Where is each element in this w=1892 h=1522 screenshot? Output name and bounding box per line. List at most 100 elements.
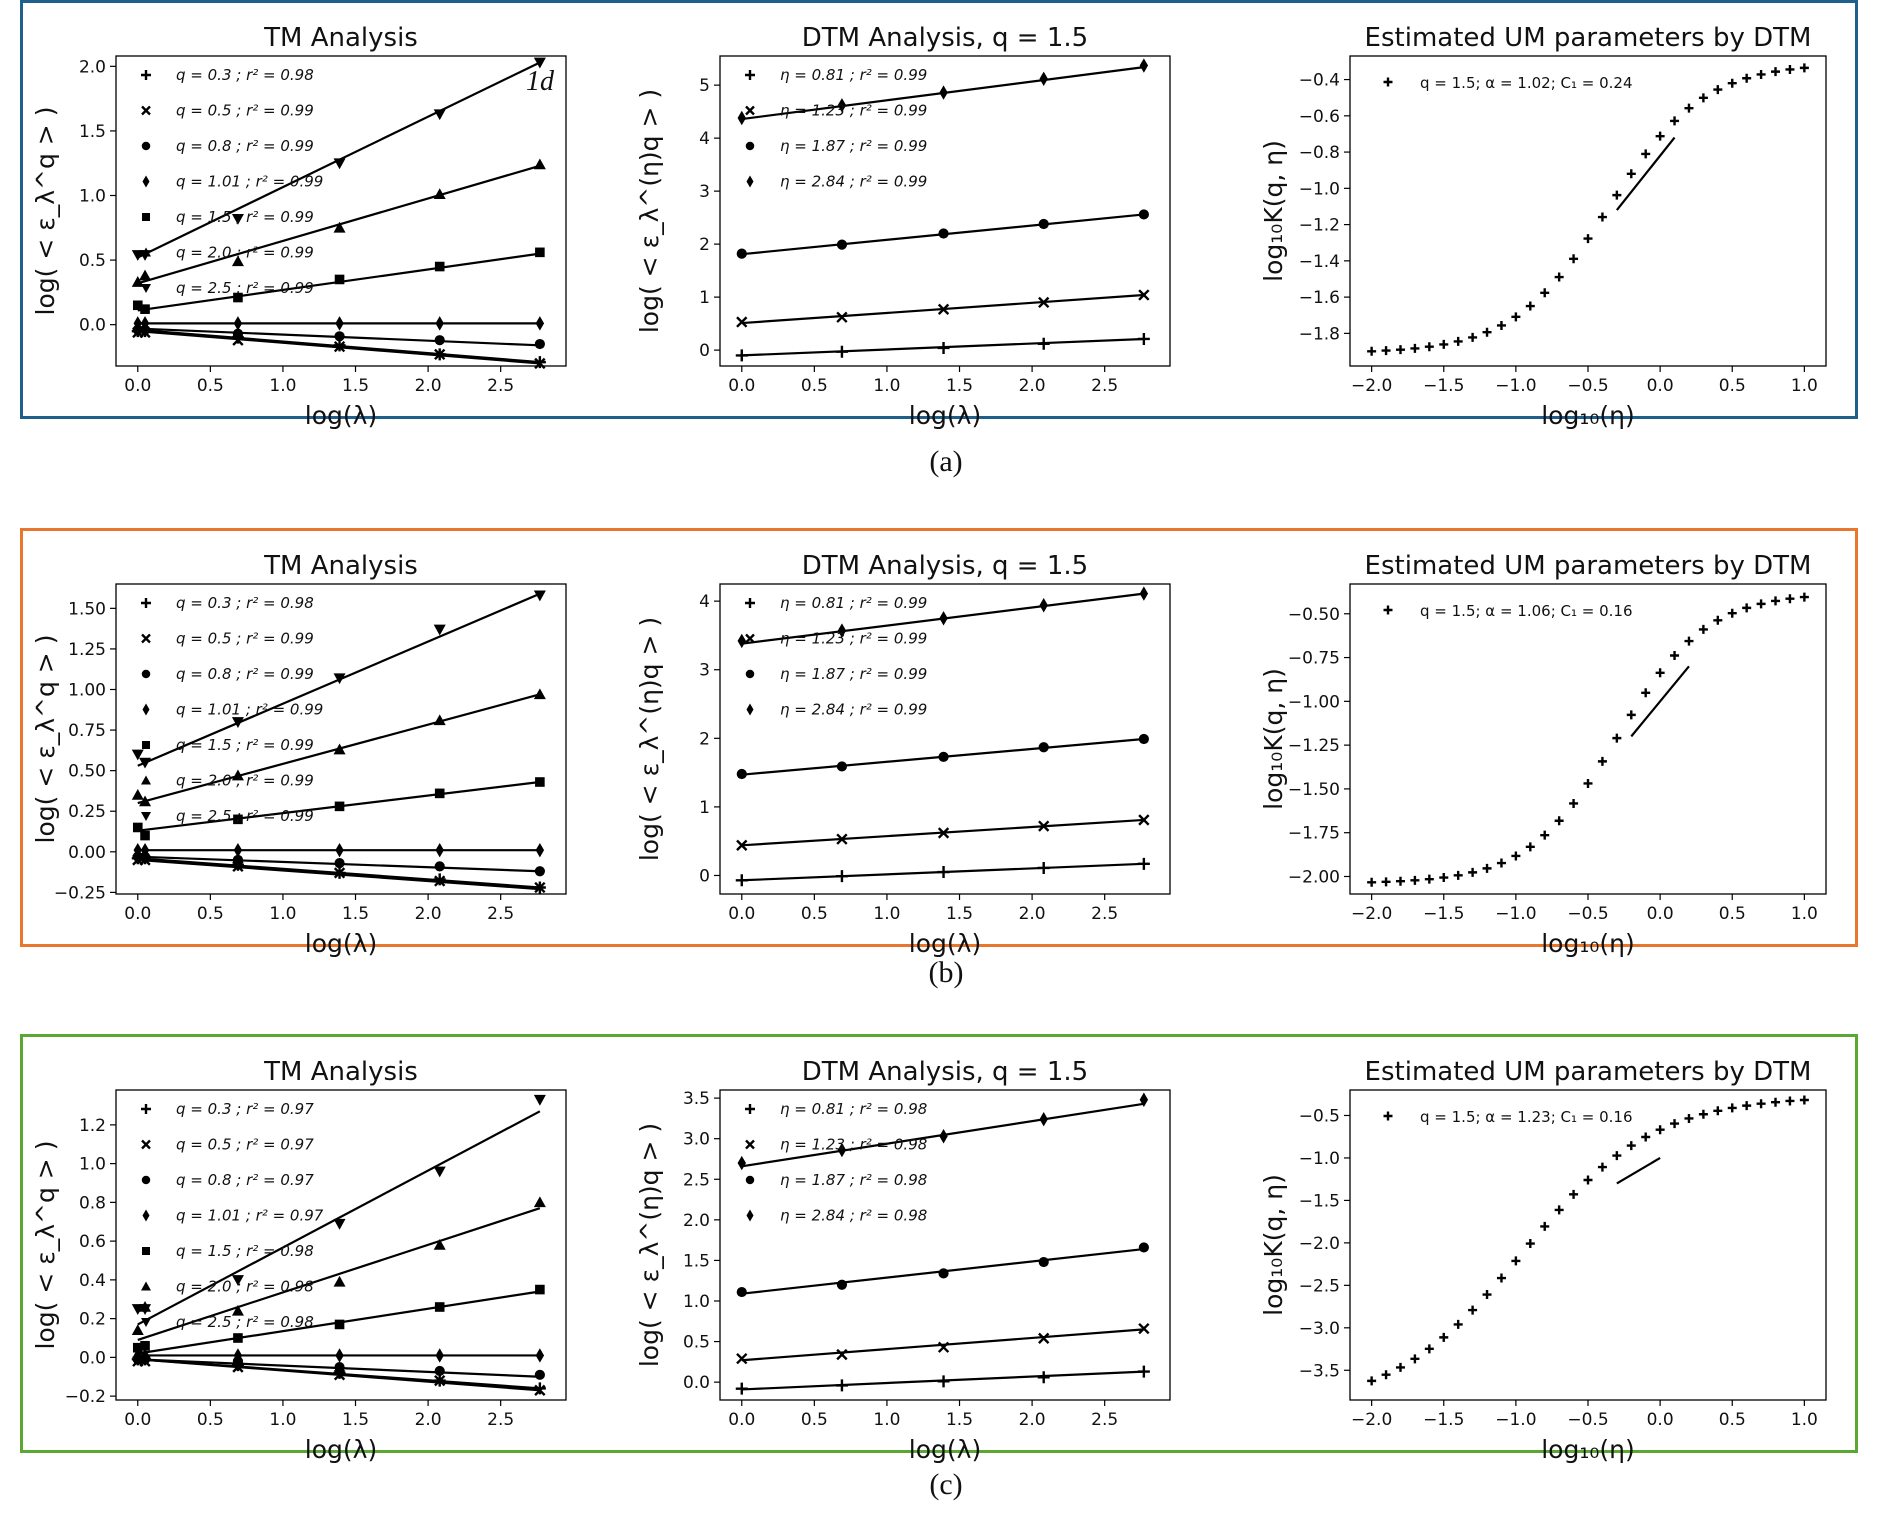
y-tick-label: −0.2 <box>65 1387 106 1407</box>
data-point <box>133 842 142 858</box>
data-point <box>231 769 244 781</box>
y-tick-label: 0.0 <box>683 1373 710 1393</box>
data-point <box>434 875 446 887</box>
y-tick-label: 0 <box>699 341 710 361</box>
y-axis-label: log( < ε_λ^(η)q > ) <box>635 1123 664 1367</box>
x-tick-label: 1.5 <box>342 904 369 924</box>
data-point <box>140 830 150 841</box>
data-point <box>131 276 144 287</box>
axes-frame <box>115 55 567 367</box>
data-point <box>1138 209 1149 220</box>
fit-segment <box>1630 665 1690 738</box>
legend-entry: q = 1.5; α = 1.02; C₁ = 0.24 <box>1420 74 1633 92</box>
data-point <box>1038 296 1050 309</box>
x-tick-label: −0.5 <box>1567 1410 1608 1430</box>
x-tick-label: 2.0 <box>1019 904 1046 924</box>
legend-marker <box>745 669 755 679</box>
axes-frame <box>1349 1089 1827 1401</box>
curve-point <box>1597 756 1607 766</box>
data-point <box>233 316 243 331</box>
legend-entry: q = 2.0 ; r² = 0.99 <box>176 244 314 262</box>
data-point <box>335 316 344 331</box>
chart-2-1: DTM Analysis, q = 1.5 0.0 0.5 1.0 1.5 2.0 2.5 0… <box>635 1057 1171 1464</box>
legend-entry: q = 0.8 ; r² = 0.99 <box>176 665 314 683</box>
data-point <box>1139 586 1149 601</box>
y-tick-label: −2.5 <box>1299 1276 1340 1296</box>
data-point <box>836 239 848 250</box>
data-point <box>232 328 244 339</box>
curve-point <box>1511 851 1521 861</box>
data-point <box>233 842 243 858</box>
curve-point <box>1381 1370 1391 1380</box>
data-point <box>140 304 150 314</box>
chart-title: Estimated UM parameters by DTM <box>1365 1057 1812 1087</box>
y-tick-label: −1.4 <box>1299 252 1340 272</box>
data-point <box>333 1275 346 1287</box>
y-tick-label: 1.50 <box>68 599 106 619</box>
legend-marker <box>141 141 151 151</box>
panel-b-frame <box>20 528 1858 947</box>
x-axis-label: log(λ) <box>909 929 981 958</box>
x-tick-label: 0.0 <box>124 376 151 396</box>
data-point <box>1137 857 1150 870</box>
data-point <box>1038 820 1050 832</box>
y-tick-label: 2 <box>699 729 710 749</box>
data-point <box>937 827 950 839</box>
data-point <box>131 1324 144 1336</box>
x-tick-label: 1.5 <box>946 1410 973 1430</box>
data-point <box>435 842 444 858</box>
y-axis-label: log₁₀K(q, η) <box>1259 1174 1288 1316</box>
data-point <box>533 688 546 700</box>
data-point <box>736 316 748 328</box>
data-point <box>334 801 345 812</box>
curve-point <box>1626 169 1636 179</box>
curve-point <box>1525 1239 1535 1249</box>
curve-point <box>1597 1162 1607 1172</box>
y-tick-label: −1.5 <box>1299 1191 1340 1211</box>
data-point <box>535 777 545 787</box>
chart-2-0: TM Analysis 0.0 0.5 1.0 1.5 2.0 2.5 −0.2 0.0 0.2 0… <box>31 1057 567 1464</box>
data-point <box>334 331 345 342</box>
data-point <box>334 274 345 285</box>
x-tick-label: 2.5 <box>487 904 514 924</box>
data-point <box>1039 598 1048 613</box>
data-point <box>836 1279 848 1290</box>
legend-entry: η = 1.87 ; r² = 0.99 <box>780 665 927 683</box>
legend-marker <box>141 1281 151 1291</box>
data-point <box>335 842 344 858</box>
y-tick-label: 0.00 <box>68 843 106 863</box>
legend-marker <box>142 741 150 749</box>
curve-point <box>1799 63 1809 73</box>
data-point <box>333 867 346 879</box>
y-axis-label: log₁₀K(q, η) <box>1259 140 1288 282</box>
x-tick-label: 0.5 <box>801 904 828 924</box>
legend-marker <box>746 1209 754 1222</box>
legend-entry: q = 1.5 ; r² = 0.98 <box>176 1242 314 1260</box>
data-point <box>938 228 949 239</box>
y-tick-label: −0.25 <box>54 883 106 903</box>
y-tick-label: 3 <box>699 661 710 681</box>
axes-frame <box>1349 583 1827 895</box>
legend-entry: q = 0.8 ; r² = 0.97 <box>176 1171 314 1189</box>
data-point <box>434 348 446 361</box>
axes-frame <box>719 55 1171 367</box>
panel-a-label: (a) <box>929 445 963 478</box>
y-tick-label: 1.0 <box>79 187 106 207</box>
curve-point <box>1569 254 1579 264</box>
data-point <box>736 768 747 780</box>
curve-point <box>1468 867 1478 877</box>
fit-line <box>137 1207 541 1341</box>
data-point <box>140 316 150 331</box>
x-tick-label: 2.0 <box>1019 1410 1046 1430</box>
data-point <box>335 1348 344 1363</box>
chart-0-0: TM Analysis 0.0 0.5 1.0 1.5 2.0 2.5 0.0 0.5 1.0 1.… <box>31 23 567 430</box>
curve-point <box>1453 1319 1463 1329</box>
curve-point <box>1785 64 1795 74</box>
data-point <box>534 881 546 894</box>
x-tick-label: 0.5 <box>197 904 224 924</box>
curve-point <box>1684 1113 1694 1123</box>
chart-title: Estimated UM parameters by DTM <box>1365 23 1812 53</box>
x-tick-label: 0.5 <box>801 376 828 396</box>
legend-entry: η = 1.23 ; r² = 0.99 <box>780 102 927 120</box>
data-point <box>433 109 446 121</box>
